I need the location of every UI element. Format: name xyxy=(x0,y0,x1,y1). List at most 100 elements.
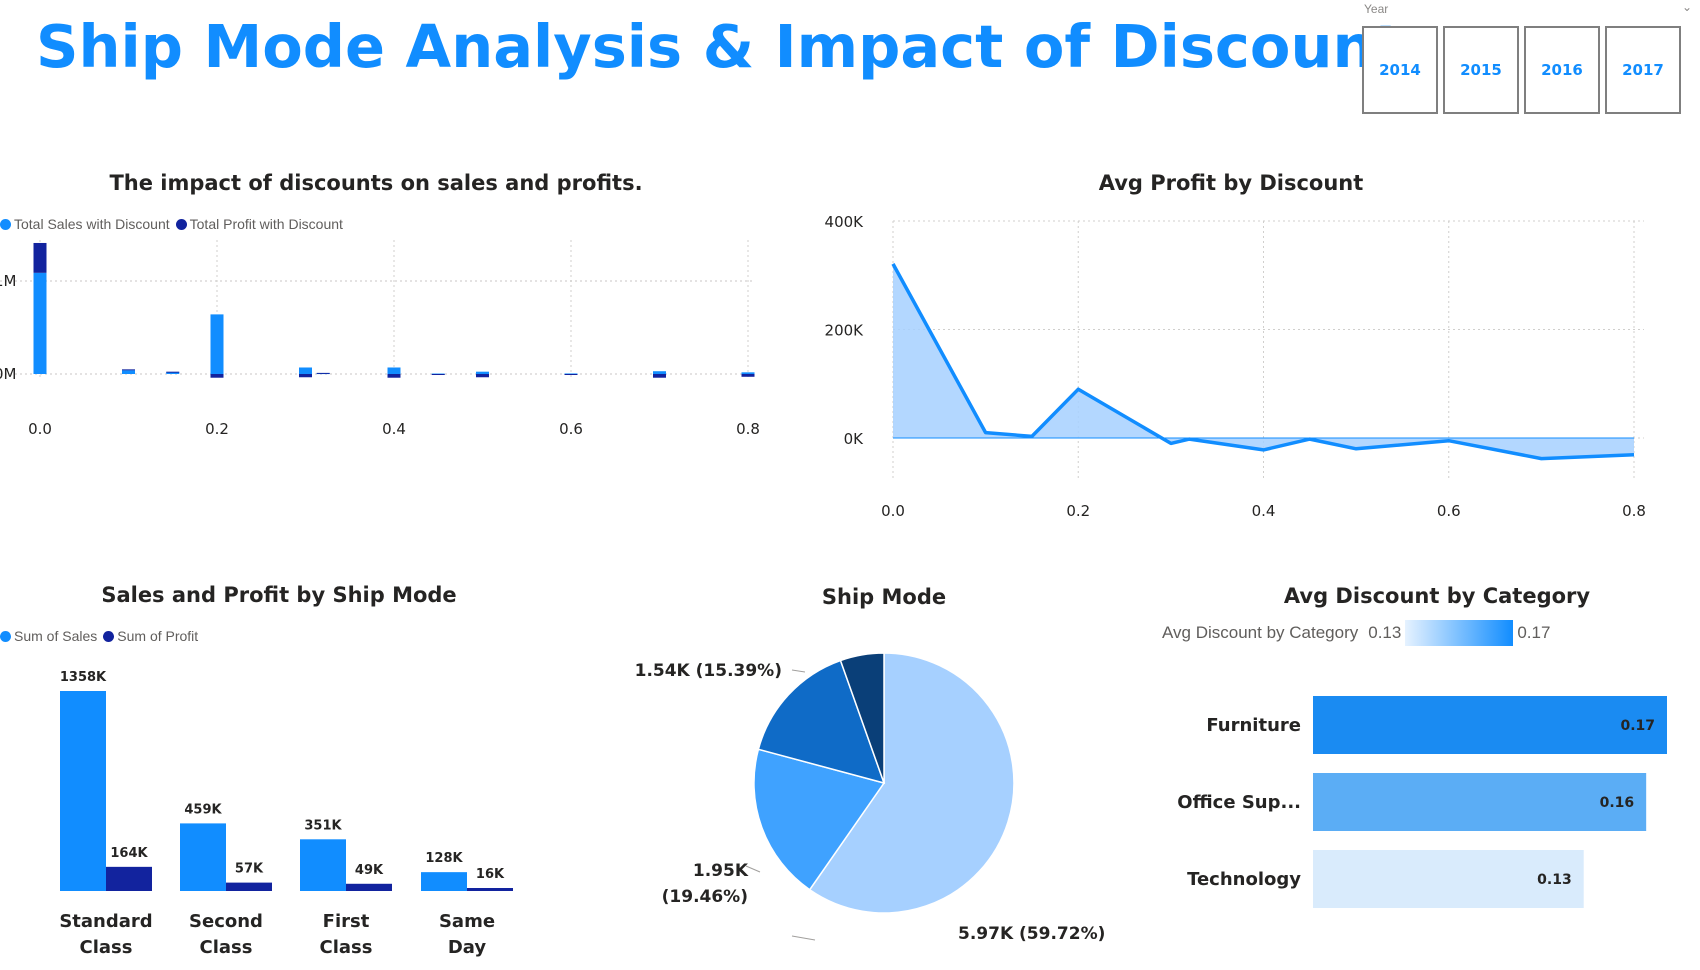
sales-bar xyxy=(564,373,578,375)
sales-bar xyxy=(166,372,180,374)
leader-line xyxy=(791,935,816,941)
profit-bar xyxy=(33,242,47,273)
x-tick-label: 0.2 xyxy=(1066,502,1090,520)
chevron-down-icon[interactable]: ⌄ xyxy=(1681,0,1692,14)
profit-bar xyxy=(741,374,755,377)
gradient-legend-max: 0.17 xyxy=(1517,623,1551,642)
sales-data-label: 128K xyxy=(425,851,463,866)
pie-slice xyxy=(753,748,886,891)
legend-label-sales: Total Sales with Discount xyxy=(14,216,170,232)
profit-line xyxy=(891,263,1635,461)
avg-discount-gradient-legend: Avg Discount by Category 0.13 0.17 xyxy=(1162,620,1550,646)
profit-bar xyxy=(431,374,445,375)
x-tick-label: 0.6 xyxy=(1437,502,1461,520)
gradient-legend-label: Avg Discount by Category xyxy=(1162,623,1359,642)
bar-data-label: 0.13 xyxy=(1537,872,1572,888)
pie-data-label: 5.97K (59.72%) xyxy=(958,924,1105,944)
x-tick-label: 0.0 xyxy=(28,420,52,438)
year-button-2014[interactable]: 2014 xyxy=(1362,26,1438,114)
x-tick-label: 0.4 xyxy=(382,420,406,438)
sales-data-label: 351K xyxy=(304,818,342,833)
year-button-2016[interactable]: 2016 xyxy=(1524,26,1600,114)
profit-bar xyxy=(106,866,152,891)
x-tick-label: 0.0 xyxy=(881,502,905,520)
y-tick-label: 1M xyxy=(0,272,17,290)
profit-area xyxy=(893,263,1634,459)
profit-bar xyxy=(210,374,224,378)
page-title: Ship Mode Analysis & Impact of Discounts xyxy=(36,12,1438,81)
pie-data-label: 1.95K xyxy=(693,861,749,881)
sales-bar xyxy=(387,367,401,374)
profit-bar xyxy=(653,374,666,378)
bar-data-label: 0.17 xyxy=(1620,718,1655,734)
sales-bar xyxy=(476,371,489,374)
y-tick-label: 200K xyxy=(825,322,865,340)
legend-label-sum-sales: Sum of Sales xyxy=(14,628,98,644)
profit-data-label: 49K xyxy=(355,863,384,878)
legend-dot-sum-profit xyxy=(103,630,115,642)
pie-data-label: (19.46%) xyxy=(662,887,748,907)
leader-line xyxy=(791,669,806,673)
sales-bar xyxy=(60,691,106,891)
gradient-legend-bar xyxy=(1405,620,1514,646)
category-label: Technology xyxy=(1187,869,1301,890)
profit-data-label: 57K xyxy=(235,862,264,877)
profit-data-label: 164K xyxy=(110,846,148,861)
x-tick-label: 0.2 xyxy=(205,420,229,438)
sales-bar xyxy=(33,272,47,374)
legend-dot-sales xyxy=(0,218,11,230)
category-label: Standard xyxy=(59,911,152,932)
category-label: Same xyxy=(439,911,495,932)
category-label: First xyxy=(323,911,370,932)
category-label: Office Sup... xyxy=(1177,792,1301,813)
pie-slice xyxy=(808,652,1015,914)
profit-data-label: 16K xyxy=(476,867,505,882)
leader-line xyxy=(745,865,761,873)
sales-bar xyxy=(741,372,755,374)
category-bar xyxy=(1313,773,1647,831)
ship-mode-pie-chart: 5.97K (59.72%) 1.95K (19.46%) 1.54K (15.39%… xyxy=(635,652,1105,944)
sales-data-label: 1358K xyxy=(60,670,107,685)
category-bar xyxy=(1313,696,1667,754)
profit-bar xyxy=(476,374,489,378)
ship-sales-chart-legend: Sum of Sales Sum of Profit xyxy=(0,628,198,644)
category-label: Day xyxy=(448,937,487,958)
x-tick-label: 0.6 xyxy=(559,420,583,438)
profit-bar xyxy=(316,372,330,374)
profit-bar xyxy=(122,369,135,371)
category-label: Second xyxy=(189,911,263,932)
category-label: Class xyxy=(80,937,133,958)
sales-bar xyxy=(421,872,467,891)
sales-bar xyxy=(653,371,666,374)
legend-label-sum-profit: Sum of Profit xyxy=(117,628,199,644)
ship-sales-chart-title: Sales and Profit by Ship Mode xyxy=(101,583,457,607)
profit-bar xyxy=(346,883,392,891)
ship-sales-chart: 1358K 164K Standard Class 459K 57K Second Class… xyxy=(59,670,513,958)
pie-slice xyxy=(757,659,886,785)
profit-bar xyxy=(299,374,312,378)
y-tick-label: 400K xyxy=(825,213,865,231)
category-label: Class xyxy=(200,937,253,958)
y-tick-label: 0K xyxy=(844,430,865,448)
sales-bar xyxy=(180,823,226,891)
legend-dot-profit xyxy=(175,218,187,230)
impact-chart-legend: Total Sales with Discount Total Profit w… xyxy=(0,216,343,232)
year-button-2015[interactable]: 2015 xyxy=(1443,26,1519,114)
ship-mode-chart-title: Ship Mode xyxy=(821,585,947,609)
profit-bar xyxy=(226,882,272,891)
sales-data-label: 459K xyxy=(184,802,222,817)
impact-chart-title: The impact of discounts on sales and pro… xyxy=(109,171,643,195)
year-button-2017[interactable]: 2017 xyxy=(1605,26,1681,114)
sales-bar xyxy=(300,839,346,891)
sales-bar xyxy=(299,367,312,374)
avg-profit-chart: 400K 200K 0K 0.0 0.2 0.4 0.6 0.8 xyxy=(825,213,1646,520)
x-tick-label: 0.8 xyxy=(736,420,760,438)
sales-bar xyxy=(210,314,224,374)
profit-bar xyxy=(564,374,578,375)
legend-label-profit: Total Profit with Discount xyxy=(189,216,343,232)
avg-discount-chart: Furniture 0.17 Office Sup... 0.16 Technology… xyxy=(1177,696,1667,908)
profit-bar xyxy=(467,888,513,891)
year-slicer: Year ⌄ 2014 2015 2016 2017 xyxy=(1362,0,1700,120)
profit-bar xyxy=(387,374,401,378)
sales-bar xyxy=(122,370,135,374)
